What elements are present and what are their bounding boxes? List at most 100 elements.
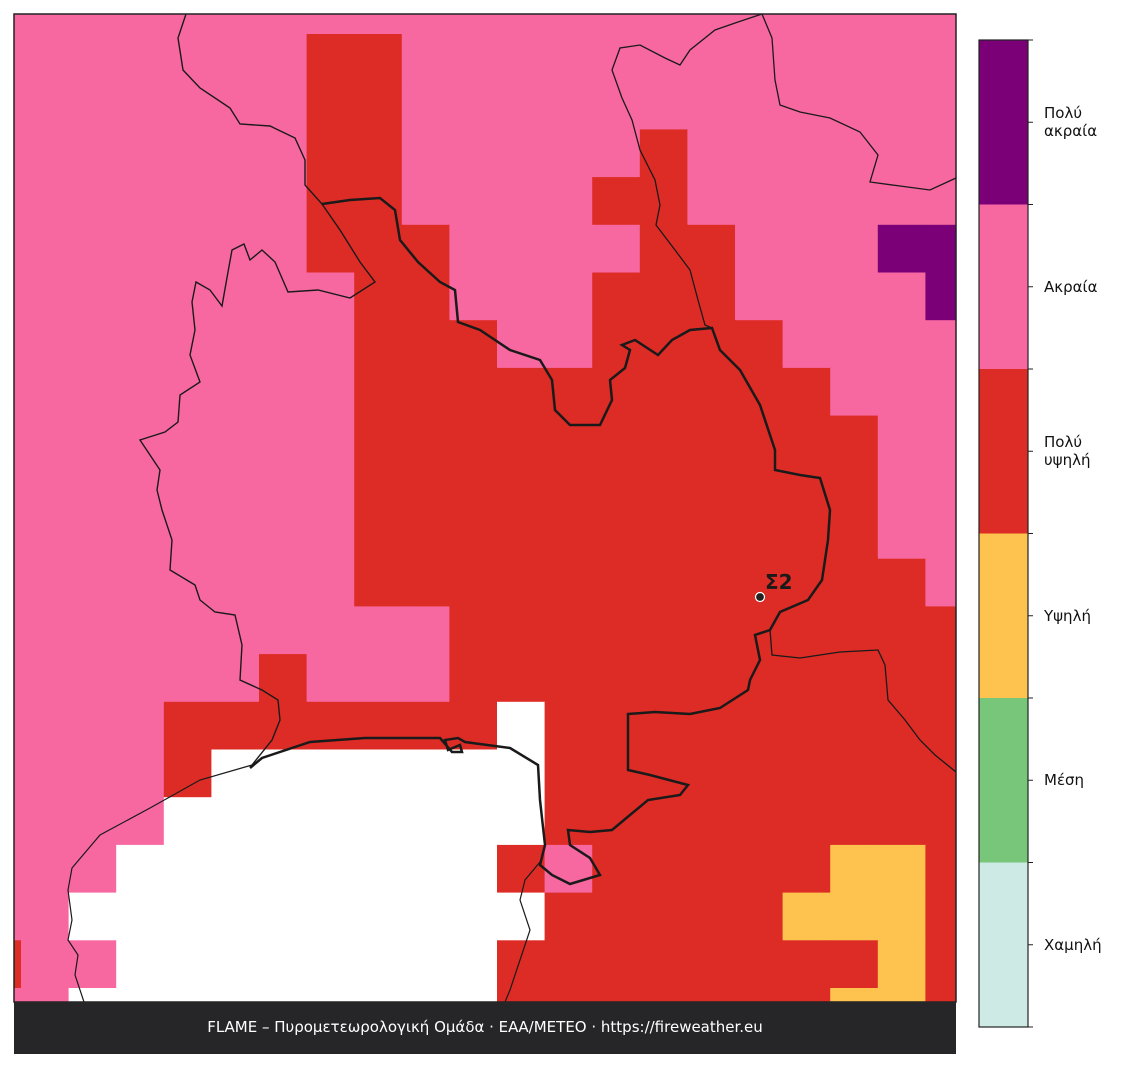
cell-grid — [14, 14, 956, 1002]
risk-cell — [68, 177, 117, 226]
risk-cell — [830, 511, 879, 560]
risk-cell — [497, 558, 546, 607]
risk-cell — [925, 606, 956, 655]
risk-cell — [830, 892, 879, 941]
risk-cell — [21, 34, 70, 83]
risk-cell — [782, 797, 831, 846]
risk-cell — [306, 749, 355, 798]
risk-cell — [735, 81, 784, 130]
risk-cell — [14, 988, 22, 1002]
risk-cell — [544, 177, 593, 226]
risk-cell — [877, 701, 926, 751]
risk-cell — [830, 844, 879, 894]
risk-cell — [544, 511, 593, 560]
risk-cell — [306, 892, 355, 941]
risk-cell — [449, 749, 498, 798]
risk-cell — [544, 320, 593, 369]
risk-cell — [544, 654, 593, 703]
risk-cell — [497, 367, 546, 417]
risk-cell — [449, 988, 498, 1002]
risk-cell — [592, 701, 641, 751]
risk-cell — [163, 415, 212, 464]
risk-cell — [401, 940, 450, 989]
risk-cell — [735, 129, 784, 178]
risk-cell — [14, 654, 22, 703]
risk-cell — [306, 844, 355, 894]
risk-cell — [401, 224, 450, 274]
risk-cell — [639, 940, 688, 989]
risk-cell — [877, 558, 926, 607]
legend-label: Πολύ ακραία — [1044, 104, 1098, 141]
risk-cell — [687, 224, 736, 274]
risk-cell — [401, 511, 450, 560]
colorbar — [978, 39, 1033, 1028]
risk-cell — [163, 654, 212, 703]
risk-cell — [687, 367, 736, 417]
risk-cell — [782, 511, 831, 560]
risk-cell — [925, 415, 956, 464]
risk-cell — [68, 320, 117, 369]
risk-cell — [497, 511, 546, 560]
risk-cell — [830, 988, 879, 1002]
risk-cell — [782, 81, 831, 130]
risk-cell — [449, 511, 498, 560]
risk-cell — [21, 129, 70, 178]
risk-cell — [925, 177, 956, 226]
risk-cell — [354, 34, 403, 83]
risk-cell — [68, 940, 117, 989]
risk-cell — [211, 797, 260, 846]
risk-cell — [925, 654, 956, 703]
risk-cell — [211, 81, 260, 130]
risk-cell — [782, 844, 831, 894]
risk-cell — [21, 415, 70, 464]
risk-cell — [211, 940, 260, 989]
risk-cell — [497, 940, 546, 989]
risk-cell — [687, 34, 736, 83]
risk-cell — [211, 988, 260, 1002]
risk-cell — [68, 558, 117, 607]
risk-cell — [687, 797, 736, 846]
risk-cell — [449, 224, 498, 274]
risk-cell — [354, 892, 403, 941]
risk-cell — [21, 606, 70, 655]
risk-cell — [877, 749, 926, 798]
station-marker — [754, 591, 766, 603]
risk-cell — [782, 749, 831, 798]
risk-cell — [354, 129, 403, 178]
risk-cell — [830, 367, 879, 417]
risk-cell — [68, 14, 117, 35]
risk-cell — [592, 988, 641, 1002]
risk-cell — [211, 320, 260, 369]
risk-cell — [449, 844, 498, 894]
risk-cell — [830, 14, 879, 35]
risk-cell — [877, 654, 926, 703]
risk-cell — [830, 34, 879, 83]
risk-cell — [306, 797, 355, 846]
risk-cell — [401, 606, 450, 655]
risk-cell — [116, 606, 165, 655]
risk-cell — [782, 320, 831, 369]
risk-cell — [163, 844, 212, 894]
legend-label: Ακραία — [1044, 277, 1098, 296]
risk-cell — [497, 224, 546, 274]
risk-cell — [259, 606, 308, 655]
risk-cell — [687, 177, 736, 226]
risk-cell — [592, 654, 641, 703]
risk-cell — [14, 272, 22, 321]
risk-cell — [68, 272, 117, 321]
risk-cell — [782, 224, 831, 274]
risk-cell — [687, 654, 736, 703]
risk-cell — [401, 34, 450, 83]
risk-cell — [782, 14, 831, 35]
risk-cell — [68, 749, 117, 798]
risk-cell — [259, 558, 308, 607]
risk-cell — [116, 892, 165, 941]
risk-cell — [877, 844, 926, 894]
risk-cell — [925, 558, 956, 607]
risk-cell — [735, 701, 784, 751]
risk-cell — [497, 701, 546, 751]
risk-cell — [306, 940, 355, 989]
risk-cell — [877, 320, 926, 369]
risk-cell — [925, 988, 956, 1002]
risk-cell — [544, 34, 593, 83]
